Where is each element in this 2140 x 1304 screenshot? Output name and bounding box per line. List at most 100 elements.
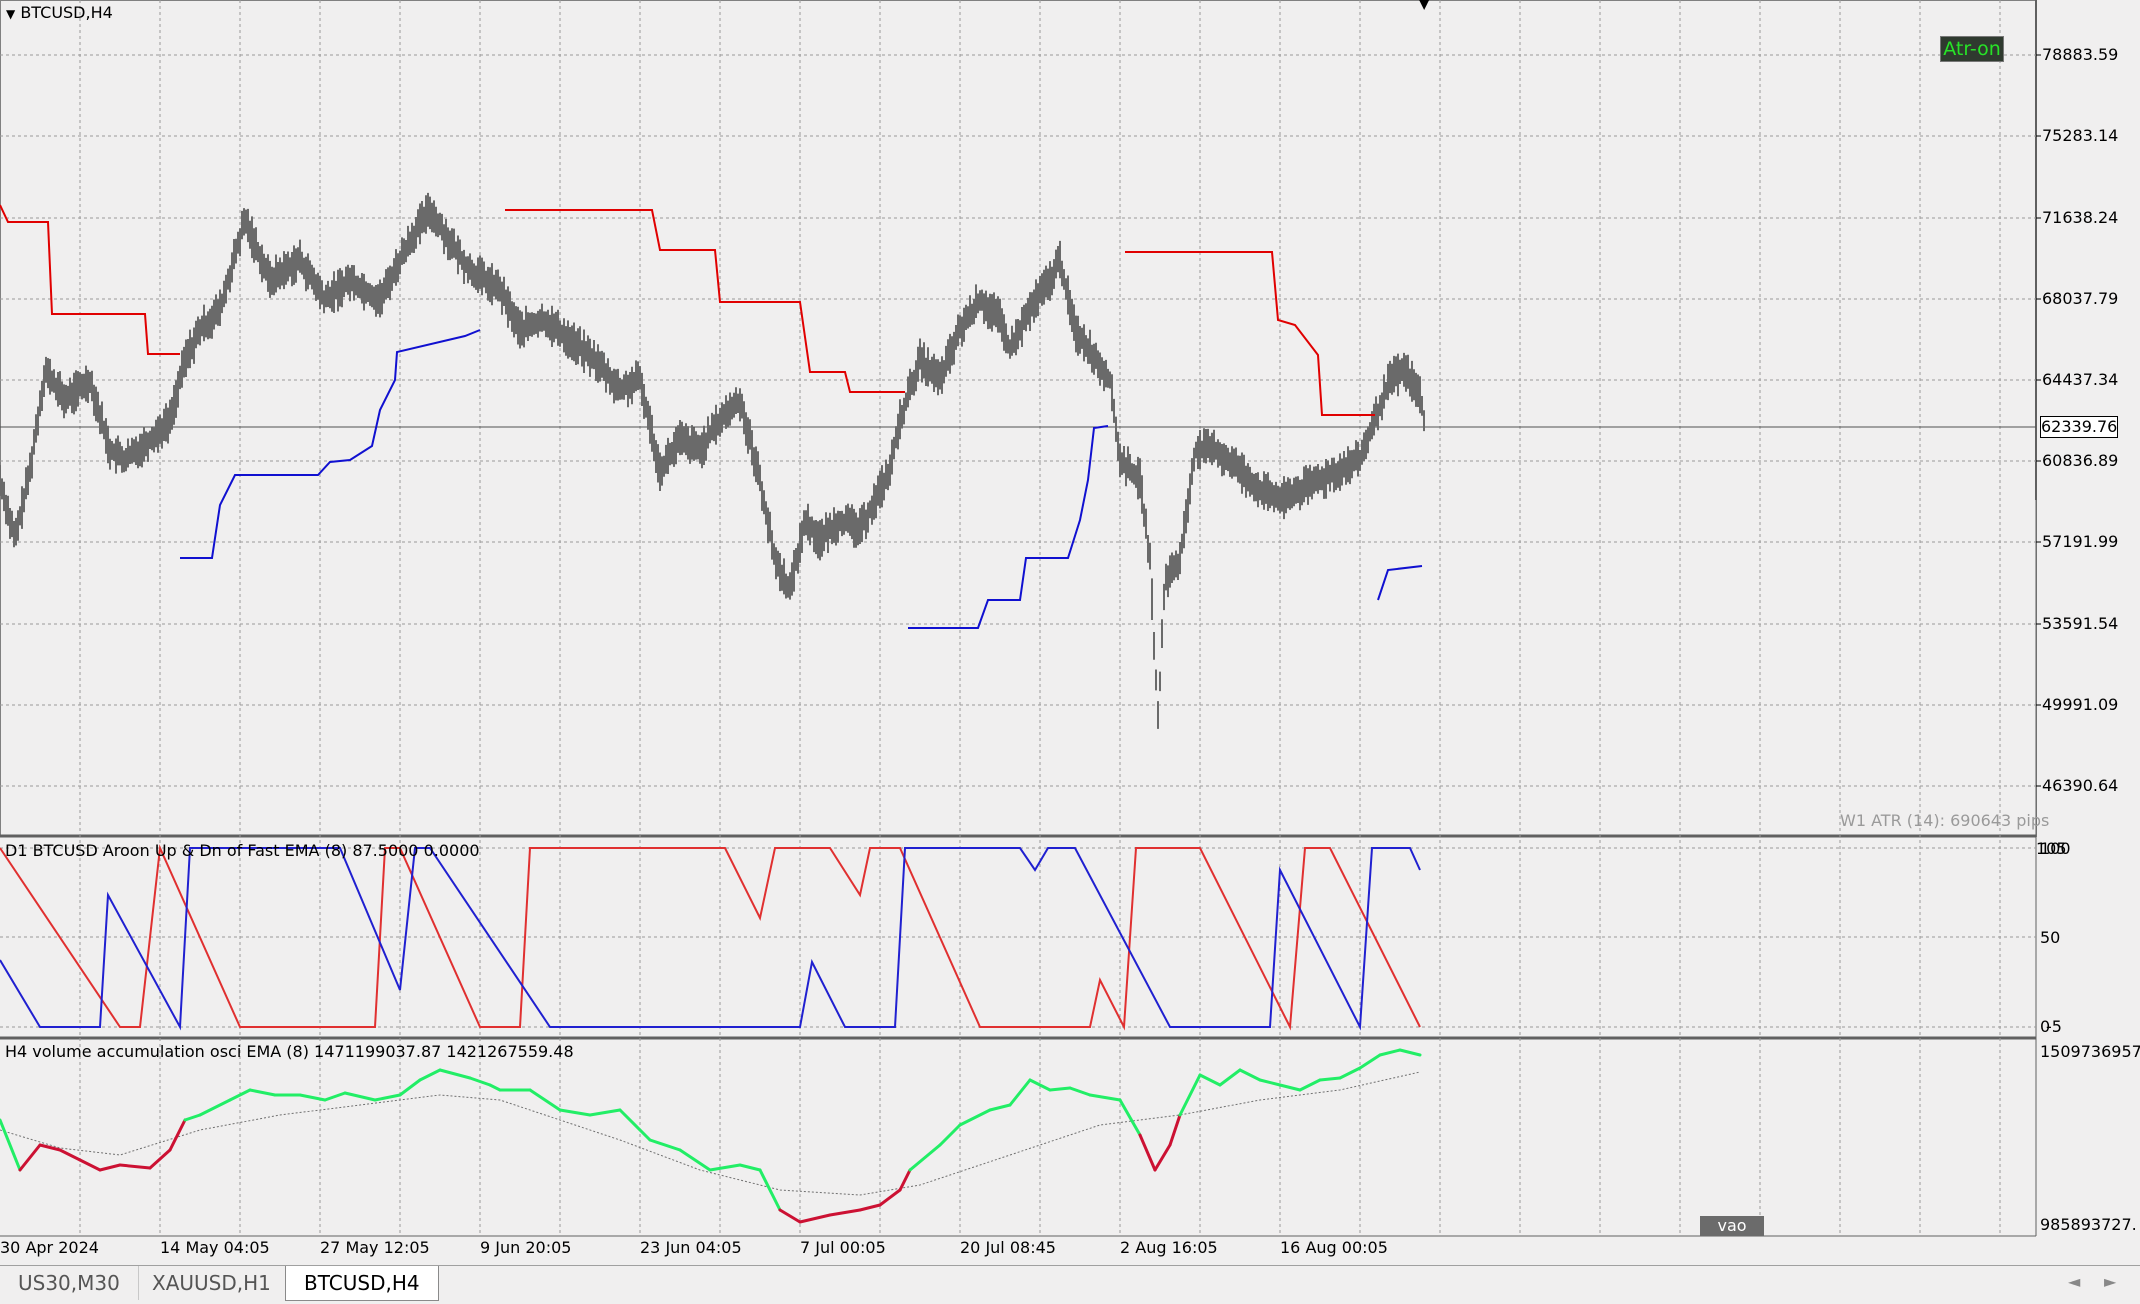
volume-osc-segment xyxy=(1178,1073,1202,1117)
atr-info-label: W1 ATR (14): 690643 pips xyxy=(1840,811,2050,830)
tab-us30[interactable]: US30,M30 xyxy=(0,1266,139,1300)
volume-osc-segment xyxy=(678,1148,712,1172)
price-axis-label: 78883.59 xyxy=(2042,45,2119,64)
main-panel-border xyxy=(0,0,2037,837)
time-axis-label: 16 Aug 00:05 xyxy=(1280,1238,1388,1257)
volume-osc-segment xyxy=(1088,1093,1122,1102)
chart-symbol-label: ▼ BTCUSD,H4 xyxy=(6,3,113,22)
volume-osc-segment xyxy=(958,1108,992,1127)
volume-osc-segment xyxy=(1168,1113,1182,1147)
tab-xauusd[interactable]: XAUUSD,H1 xyxy=(134,1266,290,1300)
volume-osc-segment xyxy=(98,1163,122,1172)
volume-osc-segment xyxy=(1358,1053,1382,1070)
aroon-axis-top-a: 105 xyxy=(2036,839,2067,858)
volume-osc-segment xyxy=(398,1078,422,1097)
price-series xyxy=(0,192,1425,729)
volume-osc-segment xyxy=(1298,1078,1322,1092)
volume-osc-segment xyxy=(1338,1066,1362,1080)
volume-osc-segment xyxy=(373,1093,402,1102)
scroll-right-icon[interactable]: ► xyxy=(2104,1272,2117,1291)
volume-osc-segment xyxy=(648,1138,682,1152)
chart-area[interactable]: ▼ BTCUSD,H4 ▼ Atr-on W1 ATR (14): 690643… xyxy=(0,0,2140,1265)
scroll-left-icon[interactable]: ◄ xyxy=(2068,1272,2081,1291)
volume-osc-segment xyxy=(1153,1143,1172,1172)
support-line xyxy=(180,329,1423,629)
volume-osc-segment xyxy=(438,1068,472,1080)
volume-ema-line xyxy=(0,1071,1421,1196)
chart-shift-marker-icon[interactable]: ▼ xyxy=(1418,0,1431,12)
aroon-axis-bottom-b: -5 xyxy=(2046,1017,2062,1036)
volume-axis-top: 1509736957 xyxy=(2040,1042,2140,1061)
time-axis-label: 20 Jul 08:45 xyxy=(960,1238,1056,1257)
aroon-up-line xyxy=(0,844,1421,1031)
chart-canvas[interactable] xyxy=(0,0,2140,1265)
time-axis-label: 14 May 04:05 xyxy=(160,1238,270,1257)
price-axis-label: 64437.34 xyxy=(2042,370,2119,389)
chart-tab-bar: US30,M30 XAUUSD,H1 BTCUSD,H4 ◄ ► xyxy=(0,1265,2140,1304)
volume-osc-segment xyxy=(1048,1086,1072,1092)
volume-osc-segment xyxy=(798,1213,832,1224)
volume-osc-segment xyxy=(298,1093,327,1102)
price-axis-label: 75283.14 xyxy=(2042,126,2119,145)
volume-osc-segment xyxy=(78,1158,102,1172)
volume-axis-bottom: 985893727. xyxy=(2040,1215,2137,1234)
volume-osc-segment xyxy=(1278,1083,1302,1092)
price-axis-label: 71638.24 xyxy=(2042,208,2119,227)
volume-osc-segment xyxy=(558,1108,592,1117)
aroon-panel-title: D1 BTCUSD Aroon Up & Dn of Fast EMA (8) … xyxy=(5,841,480,860)
vao-button[interactable]: vao xyxy=(1700,1216,1764,1236)
volume-osc-segment xyxy=(828,1208,862,1217)
price-axis-label: 68037.79 xyxy=(2042,289,2119,308)
time-axis-label: 23 Jun 04:05 xyxy=(640,1238,742,1257)
volume-osc-segment xyxy=(1258,1078,1282,1087)
volume-osc-segment xyxy=(1238,1068,1262,1082)
volume-panel-title: H4 volume accumulation osci EMA (8) 1471… xyxy=(5,1042,574,1061)
volume-osc-segment xyxy=(468,1076,492,1087)
price-axis-label: 53591.54 xyxy=(2042,614,2119,633)
volume-osc-segment xyxy=(198,1098,232,1117)
volume-osc-segment xyxy=(1068,1086,1092,1097)
price-axis-label: 49991.09 xyxy=(2042,695,2119,714)
dropdown-triangle-icon[interactable]: ▼ xyxy=(6,7,16,21)
volume-osc-segment xyxy=(228,1088,252,1102)
time-axis-label: 9 Jun 20:05 xyxy=(480,1238,572,1257)
price-axis-label: 57191.99 xyxy=(2042,532,2119,551)
volume-osc-segment xyxy=(588,1108,622,1117)
volume-osc-segment xyxy=(1008,1078,1032,1107)
volume-osc-segment xyxy=(38,1143,62,1152)
current-price-badge: 62339.76 xyxy=(2040,416,2118,438)
volume-osc-segment xyxy=(343,1091,377,1102)
volume-osc-segment xyxy=(58,1148,82,1162)
time-axis-label: 2 Aug 16:05 xyxy=(1120,1238,1218,1257)
tab-btcusd[interactable]: BTCUSD,H4 xyxy=(285,1266,439,1301)
volume-osc-segment xyxy=(183,1113,202,1122)
aroon-axis-mid: 50 xyxy=(2040,928,2061,947)
time-axis-label: 30 Apr 2024 xyxy=(0,1238,99,1257)
time-axis-label: 27 May 12:05 xyxy=(320,1238,430,1257)
volume-osc-segment xyxy=(528,1088,562,1112)
atr-toggle-button[interactable]: Atr-on xyxy=(1940,36,2004,62)
aroon-axis-top-b: 100 xyxy=(2040,839,2071,858)
price-axis-label: 46390.64 xyxy=(2042,776,2119,795)
volume-osc-segment xyxy=(418,1068,442,1082)
volume-osc-segment xyxy=(988,1103,1012,1112)
aroon-axis-bottom-a: 0 xyxy=(2040,1017,2051,1036)
volume-osc-segment xyxy=(908,1143,942,1172)
volume-osc-segment xyxy=(778,1208,802,1224)
volume-osc-segment xyxy=(323,1091,347,1102)
volume-osc-segment xyxy=(1138,1133,1157,1172)
volume-osc-segment xyxy=(118,1163,152,1170)
aroon-down-line xyxy=(0,847,1421,1031)
volume-osc-segment xyxy=(1118,1098,1142,1137)
price-axis-label: 60836.89 xyxy=(2042,451,2119,470)
volume-osc-segment xyxy=(858,1203,882,1212)
volume-osc-segment xyxy=(0,1118,22,1172)
volume-osc-segment xyxy=(938,1123,962,1147)
volume-osc-segment xyxy=(898,1168,912,1192)
volume-osc-segment xyxy=(248,1088,277,1097)
volume-osc-segment xyxy=(738,1163,762,1172)
volume-osc-segment xyxy=(1028,1078,1052,1092)
volume-osc-segment xyxy=(488,1083,502,1092)
resistance-line xyxy=(0,204,1375,416)
volume-osc-segment xyxy=(758,1168,782,1212)
